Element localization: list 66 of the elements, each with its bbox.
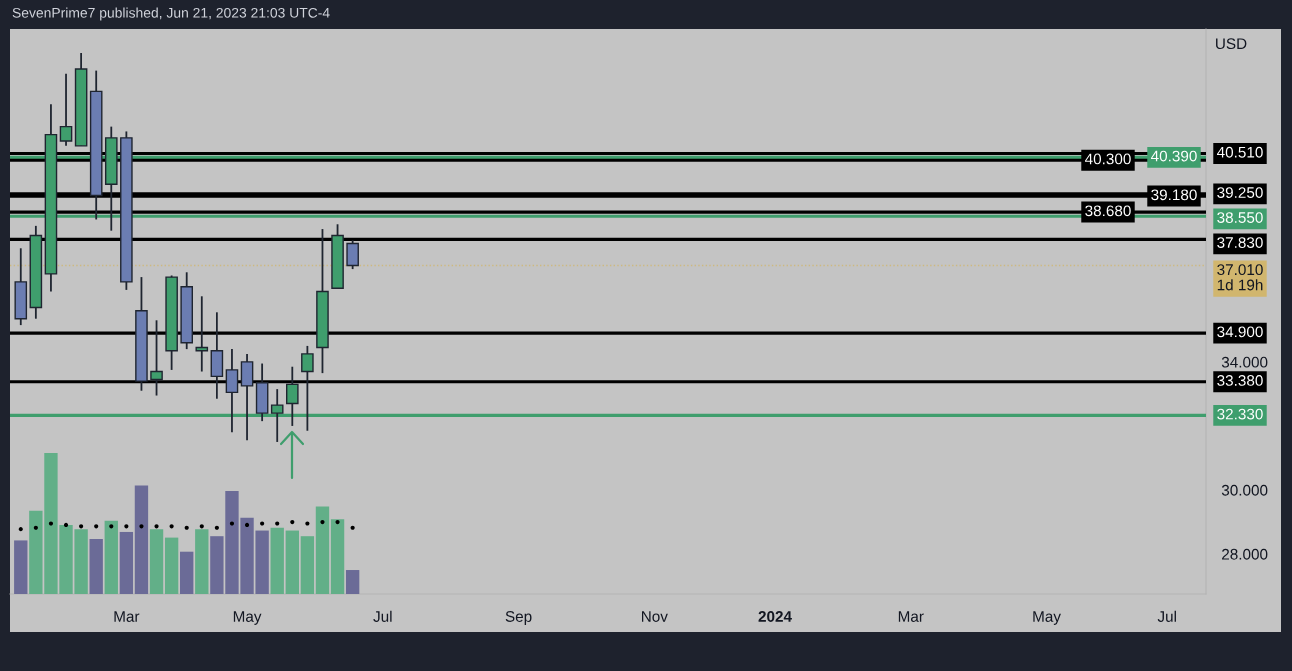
bar (345, 570, 360, 594)
point (109, 524, 114, 529)
y-tick-label: 34.000 (1221, 356, 1268, 368)
x-tick-label: Mar (898, 611, 924, 622)
ref-line-label: 40.390 (1150, 150, 1197, 162)
point (229, 521, 235, 526)
bar (89, 539, 103, 594)
point (350, 525, 355, 530)
y-tick-label: 28.000 (1222, 548, 1268, 560)
bar (330, 519, 345, 594)
ref-line-label: 39.250 (1217, 187, 1263, 198)
ref-line-label: 38.550 (1217, 212, 1263, 223)
x-tick-label: 2024 (758, 611, 792, 622)
point (260, 521, 265, 526)
candlestick (59, 72, 73, 147)
bar (315, 506, 330, 594)
ref-line-label: 34.900 (1217, 326, 1263, 338)
ref-line-label: 32.330 (1217, 408, 1263, 420)
point (244, 522, 250, 527)
x-tick-label: May (233, 611, 262, 625)
candlestick (346, 239, 359, 270)
ref-line-label: 37.010 1d 19h (1217, 264, 1263, 291)
candlestick (150, 319, 163, 397)
bar (195, 529, 209, 594)
point (335, 520, 340, 525)
ref-line-label: 40.300 (1084, 153, 1131, 165)
point (214, 525, 219, 530)
point (33, 525, 38, 530)
point (18, 527, 23, 532)
ref-line-label: 38.680 (1085, 205, 1131, 217)
point (63, 522, 69, 527)
x-tick-label: Nov (642, 611, 668, 622)
bar (104, 520, 118, 594)
point (169, 524, 174, 529)
ref-line-label: 37.830 (1217, 237, 1263, 248)
candlestick (225, 348, 239, 434)
point (199, 524, 204, 529)
point (124, 524, 129, 529)
bar (119, 531, 134, 594)
ref-line-label: 33.380 (1217, 375, 1263, 386)
x-tick-label: Mar (114, 611, 140, 622)
candlestick (195, 295, 209, 373)
bar (14, 540, 28, 594)
x-tick-label: Jul (1157, 610, 1176, 622)
ref-line-label: 40.510 (1216, 146, 1263, 158)
point (290, 520, 295, 525)
point (48, 521, 54, 526)
x-tick-label: Sep (505, 611, 532, 625)
bar (149, 529, 164, 594)
bar (134, 485, 149, 594)
ref-line-label: 39.180 (1151, 189, 1197, 201)
text: SevenPrime7 published, Jun 21, 2023 21:03 UTC-4 (12, 7, 330, 21)
y-tick-label: 30.000 (1221, 484, 1268, 496)
x-tick-label: May (1033, 611, 1061, 625)
bar (285, 530, 299, 594)
x-tick-label: Jul (373, 610, 392, 622)
bar (270, 527, 284, 594)
point (79, 524, 84, 529)
y-axis-title: USD (1216, 38, 1247, 50)
bar (300, 536, 315, 594)
bar (180, 551, 194, 594)
point (275, 521, 280, 526)
point (320, 520, 325, 525)
point (184, 525, 189, 530)
bar (164, 537, 179, 594)
point (94, 524, 99, 529)
